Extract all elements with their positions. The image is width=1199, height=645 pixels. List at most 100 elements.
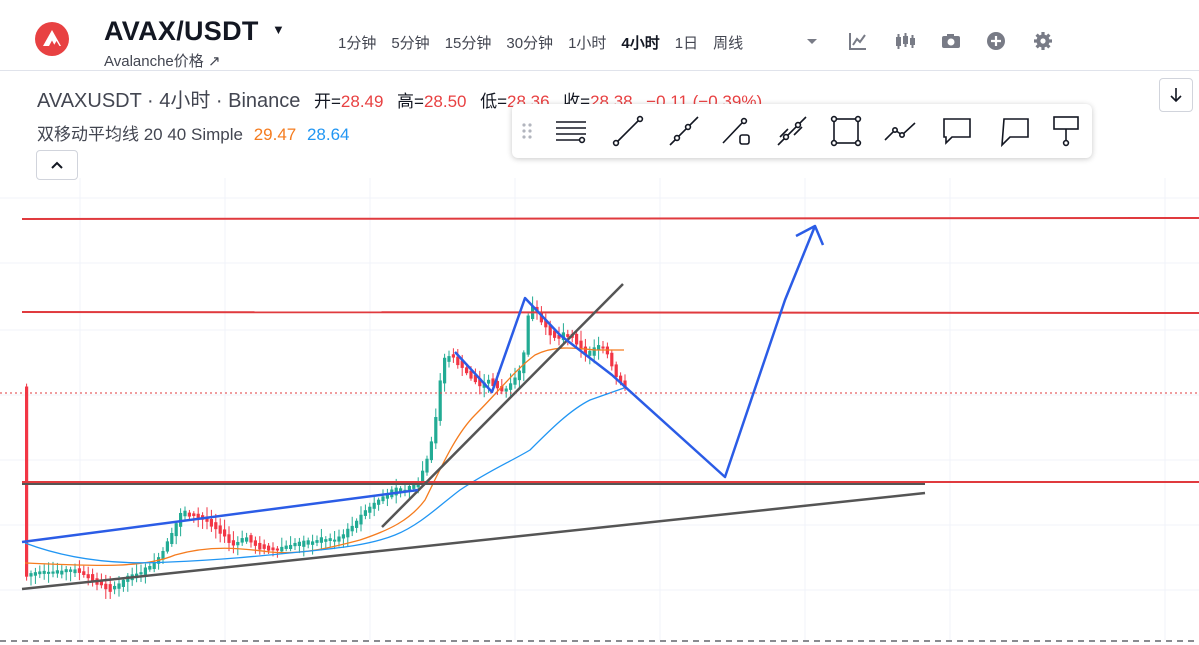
candle-body [165,541,169,552]
ray-icon[interactable] [666,113,702,149]
candle-body [258,542,262,550]
candle-body [447,356,451,362]
candle-body [77,568,81,573]
extended-line-icon[interactable] [720,113,756,149]
candle-body [504,388,508,392]
candle-body [275,548,279,551]
candle-body [399,488,403,493]
drag-handle-icon[interactable] [516,113,538,149]
candle-body [333,539,337,542]
resistance-line-top [21,217,1199,220]
ma20-line [24,347,624,567]
candle-body [148,566,152,570]
candle-style-icon[interactable] [894,31,916,56]
gear-icon[interactable] [1033,31,1053,56]
candle-body [205,516,209,522]
chevron-down-icon[interactable] [805,31,819,56]
path-icon[interactable] [882,113,918,149]
candle-body [434,417,438,444]
interval-tab-4h[interactable]: 4小时 [621,35,660,52]
ascending-trendline-lower [21,491,926,591]
projection-arrowhead [795,224,825,246]
candle-body [214,522,218,530]
drawings [0,217,1199,591]
candle-body [553,330,557,338]
comment-icon[interactable] [996,113,1032,149]
top-toolbar: AVAX/USDT ▼ Avalanche价格 ↗ 1分钟 5分钟 15分钟 3… [0,0,1199,71]
candle-body [319,537,323,543]
candle-body [363,510,367,516]
candle-body [429,441,433,461]
candle-body [82,571,86,575]
candle-body [557,334,561,339]
interval-tab-5m[interactable]: 5分钟 [391,35,430,52]
candle-body [456,356,460,366]
interval-tab-1w[interactable]: 周线 [713,35,744,52]
candle-body [289,544,293,549]
open-label: 开= [313,92,341,111]
horizontal-lines-icon[interactable] [553,113,589,149]
indicators-icon[interactable] [848,31,868,56]
symbol-title[interactable]: AVAX/USDT [104,16,259,46]
candle-body [245,537,249,542]
candle-body [438,380,442,421]
candle-body [104,583,108,590]
interval-tab-1m[interactable]: 1分钟 [338,35,377,52]
price-label-icon[interactable] [1048,113,1084,149]
candle-body [487,379,491,384]
open-value: 28.49 [340,92,384,111]
candle-body [315,540,319,543]
scroll-to-latest-button[interactable] [1159,78,1193,112]
callout-icon[interactable] [940,113,976,149]
interval-tab-15m[interactable]: 15分钟 [444,35,492,52]
candle-body [170,532,174,544]
symbol-subtitle-link[interactable]: Avalanche价格 ↗ [104,53,221,70]
candle-body [421,470,425,484]
indicator-name: 双移动平均线 20 40 Simple [37,125,243,144]
candle-body [152,561,156,570]
candle-body [509,383,513,390]
candle-body [346,528,350,538]
parallel-channel-icon[interactable] [774,113,810,149]
candle-body [583,346,587,356]
interval-tab-1h[interactable]: 1小时 [568,35,607,52]
rectangle-icon[interactable] [828,113,864,149]
candle-body [196,513,200,518]
candle-body [597,345,601,350]
candle-body [236,541,240,546]
interval-tab-1d[interactable]: 1日 [674,35,699,52]
candle-body [548,325,552,336]
candle-body [73,569,77,574]
candle-body [575,333,579,345]
ma20-value: 29.47 [253,125,297,144]
candle-body [368,506,372,513]
candle-body [297,541,301,547]
moving-average-lines [24,347,625,567]
candle-body [355,520,359,528]
candle-body [42,570,46,574]
add-icon[interactable] [986,31,1006,56]
indicator-legend[interactable]: 双移动平均线 20 40 Simple 29.47 28.64 [37,120,350,145]
high-label: 高= [397,92,424,111]
blue-trendline [21,488,419,544]
symbol-dropdown-icon[interactable]: ▼ [272,22,285,37]
candle-body [337,536,341,542]
resistance-line [21,311,1199,314]
candle-body [328,538,332,542]
candles [25,296,627,599]
candle-body [394,487,398,496]
candle-body [469,370,473,379]
trend-line-icon[interactable] [610,113,646,149]
interval-tab-30m[interactable]: 30分钟 [506,35,554,52]
candle-body [359,514,363,525]
ma40-value: 28.64 [306,125,350,144]
candle-body [610,352,614,367]
camera-icon[interactable] [940,31,962,56]
collapse-legend-button[interactable] [36,150,78,180]
candle-body [579,340,583,350]
candle-body [113,585,117,590]
candle-body [240,538,244,543]
candle-body [121,579,125,587]
candle-body [143,567,147,575]
